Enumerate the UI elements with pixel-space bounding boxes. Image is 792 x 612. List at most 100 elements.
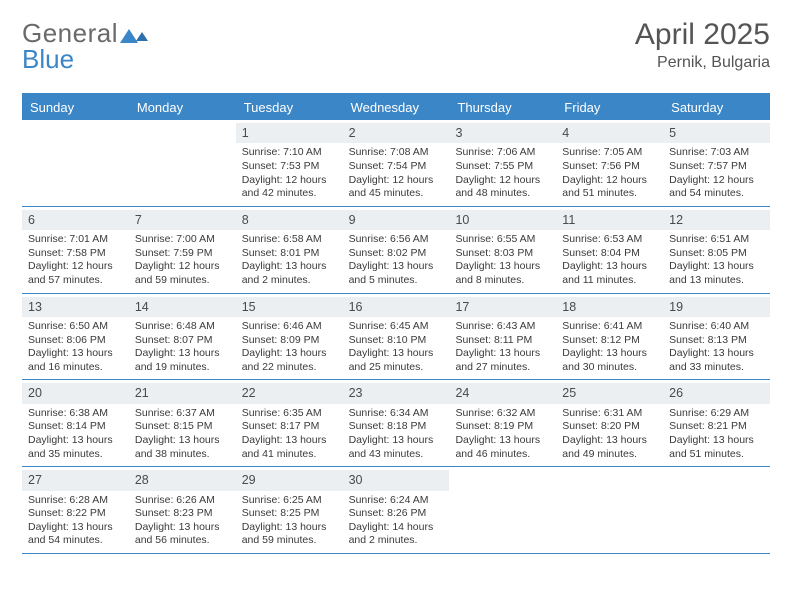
sunrise-text: Sunrise: 6:48 AM: [135, 320, 230, 334]
sunrise-text: Sunrise: 6:43 AM: [455, 320, 550, 334]
day-cell: 6Sunrise: 7:01 AMSunset: 7:58 PMDaylight…: [22, 207, 129, 293]
day-cell: 3Sunrise: 7:06 AMSunset: 7:55 PMDaylight…: [449, 120, 556, 206]
month-title: April 2025: [635, 18, 770, 52]
day-cell: 11Sunrise: 6:53 AMSunset: 8:04 PMDayligh…: [556, 207, 663, 293]
daylight-text: Daylight: 12 hours and 51 minutes.: [562, 174, 657, 201]
day-number: 6: [22, 210, 129, 230]
daylight-text: Daylight: 12 hours and 48 minutes.: [455, 174, 550, 201]
day-number: 18: [556, 297, 663, 317]
daylight-text: Daylight: 14 hours and 2 minutes.: [349, 521, 444, 548]
day-header-row: Sunday Monday Tuesday Wednesday Thursday…: [22, 95, 770, 120]
week-row: 1Sunrise: 7:10 AMSunset: 7:53 PMDaylight…: [22, 120, 770, 207]
daylight-text: Daylight: 13 hours and 51 minutes.: [669, 434, 764, 461]
sunset-text: Sunset: 8:05 PM: [669, 247, 764, 261]
day-cell: 15Sunrise: 6:46 AMSunset: 8:09 PMDayligh…: [236, 294, 343, 380]
day-cell: 19Sunrise: 6:40 AMSunset: 8:13 PMDayligh…: [663, 294, 770, 380]
week-row: 20Sunrise: 6:38 AMSunset: 8:14 PMDayligh…: [22, 380, 770, 467]
daylight-text: Daylight: 13 hours and 35 minutes.: [28, 434, 123, 461]
day-cell: 13Sunrise: 6:50 AMSunset: 8:06 PMDayligh…: [22, 294, 129, 380]
daylight-text: Daylight: 12 hours and 45 minutes.: [349, 174, 444, 201]
header: General April 2025 Pernik, Bulgaria: [22, 18, 770, 72]
day-number: 26: [663, 383, 770, 403]
day-number: 17: [449, 297, 556, 317]
day-cell: [22, 120, 129, 206]
day-header: Tuesday: [236, 95, 343, 120]
day-cell: 25Sunrise: 6:31 AMSunset: 8:20 PMDayligh…: [556, 380, 663, 466]
daylight-text: Daylight: 12 hours and 59 minutes.: [135, 260, 230, 287]
day-cell: 30Sunrise: 6:24 AMSunset: 8:26 PMDayligh…: [343, 467, 450, 553]
week-row: 13Sunrise: 6:50 AMSunset: 8:06 PMDayligh…: [22, 294, 770, 381]
day-number: 13: [22, 297, 129, 317]
sunset-text: Sunset: 8:02 PM: [349, 247, 444, 261]
day-cell: 4Sunrise: 7:05 AMSunset: 7:56 PMDaylight…: [556, 120, 663, 206]
sunrise-text: Sunrise: 6:41 AM: [562, 320, 657, 334]
day-cell: 22Sunrise: 6:35 AMSunset: 8:17 PMDayligh…: [236, 380, 343, 466]
sunrise-text: Sunrise: 6:38 AM: [28, 407, 123, 421]
sunset-text: Sunset: 8:25 PM: [242, 507, 337, 521]
sunrise-text: Sunrise: 7:10 AM: [242, 146, 337, 160]
sunrise-text: Sunrise: 6:46 AM: [242, 320, 337, 334]
day-cell: [556, 467, 663, 553]
day-number: 22: [236, 383, 343, 403]
sunset-text: Sunset: 8:09 PM: [242, 334, 337, 348]
daylight-text: Daylight: 13 hours and 38 minutes.: [135, 434, 230, 461]
sunset-text: Sunset: 8:12 PM: [562, 334, 657, 348]
daylight-text: Daylight: 13 hours and 43 minutes.: [349, 434, 444, 461]
day-number: 29: [236, 470, 343, 490]
sunrise-text: Sunrise: 6:25 AM: [242, 494, 337, 508]
sunset-text: Sunset: 8:19 PM: [455, 420, 550, 434]
sunset-text: Sunset: 8:11 PM: [455, 334, 550, 348]
day-cell: 10Sunrise: 6:55 AMSunset: 8:03 PMDayligh…: [449, 207, 556, 293]
sunset-text: Sunset: 8:17 PM: [242, 420, 337, 434]
sunset-text: Sunset: 8:23 PM: [135, 507, 230, 521]
day-number: 5: [663, 123, 770, 143]
sunrise-text: Sunrise: 6:56 AM: [349, 233, 444, 247]
sunset-text: Sunset: 7:53 PM: [242, 160, 337, 174]
day-number: 9: [343, 210, 450, 230]
sunrise-text: Sunrise: 6:55 AM: [455, 233, 550, 247]
day-number: 10: [449, 210, 556, 230]
day-cell: 1Sunrise: 7:10 AMSunset: 7:53 PMDaylight…: [236, 120, 343, 206]
daylight-text: Daylight: 13 hours and 8 minutes.: [455, 260, 550, 287]
sunset-text: Sunset: 8:18 PM: [349, 420, 444, 434]
week-row: 27Sunrise: 6:28 AMSunset: 8:22 PMDayligh…: [22, 467, 770, 554]
sunset-text: Sunset: 8:13 PM: [669, 334, 764, 348]
day-cell: 20Sunrise: 6:38 AMSunset: 8:14 PMDayligh…: [22, 380, 129, 466]
day-header: Sunday: [22, 95, 129, 120]
day-cell: [449, 467, 556, 553]
day-cell: 24Sunrise: 6:32 AMSunset: 8:19 PMDayligh…: [449, 380, 556, 466]
sunrise-text: Sunrise: 6:34 AM: [349, 407, 444, 421]
logo-triangle2-icon: [136, 32, 148, 41]
day-number: 4: [556, 123, 663, 143]
sunset-text: Sunset: 7:58 PM: [28, 247, 123, 261]
weeks-container: 1Sunrise: 7:10 AMSunset: 7:53 PMDaylight…: [22, 120, 770, 554]
day-number: 21: [129, 383, 236, 403]
day-number: 12: [663, 210, 770, 230]
daylight-text: Daylight: 13 hours and 22 minutes.: [242, 347, 337, 374]
day-cell: [129, 120, 236, 206]
daylight-text: Daylight: 12 hours and 57 minutes.: [28, 260, 123, 287]
daylight-text: Daylight: 13 hours and 11 minutes.: [562, 260, 657, 287]
day-cell: [663, 467, 770, 553]
day-cell: 12Sunrise: 6:51 AMSunset: 8:05 PMDayligh…: [663, 207, 770, 293]
sunset-text: Sunset: 8:14 PM: [28, 420, 123, 434]
daylight-text: Daylight: 13 hours and 30 minutes.: [562, 347, 657, 374]
sunset-text: Sunset: 8:26 PM: [349, 507, 444, 521]
sunset-text: Sunset: 7:54 PM: [349, 160, 444, 174]
sunrise-text: Sunrise: 6:31 AM: [562, 407, 657, 421]
daylight-text: Daylight: 13 hours and 49 minutes.: [562, 434, 657, 461]
sunset-text: Sunset: 8:01 PM: [242, 247, 337, 261]
day-cell: 21Sunrise: 6:37 AMSunset: 8:15 PMDayligh…: [129, 380, 236, 466]
sunset-text: Sunset: 8:06 PM: [28, 334, 123, 348]
day-number: 27: [22, 470, 129, 490]
sunset-text: Sunset: 8:07 PM: [135, 334, 230, 348]
sunset-text: Sunset: 7:59 PM: [135, 247, 230, 261]
sunset-text: Sunset: 8:20 PM: [562, 420, 657, 434]
day-cell: 27Sunrise: 6:28 AMSunset: 8:22 PMDayligh…: [22, 467, 129, 553]
day-number: 30: [343, 470, 450, 490]
day-number: 28: [129, 470, 236, 490]
sunset-text: Sunset: 8:22 PM: [28, 507, 123, 521]
daylight-text: Daylight: 13 hours and 25 minutes.: [349, 347, 444, 374]
sunrise-text: Sunrise: 7:05 AM: [562, 146, 657, 160]
daylight-text: Daylight: 13 hours and 27 minutes.: [455, 347, 550, 374]
